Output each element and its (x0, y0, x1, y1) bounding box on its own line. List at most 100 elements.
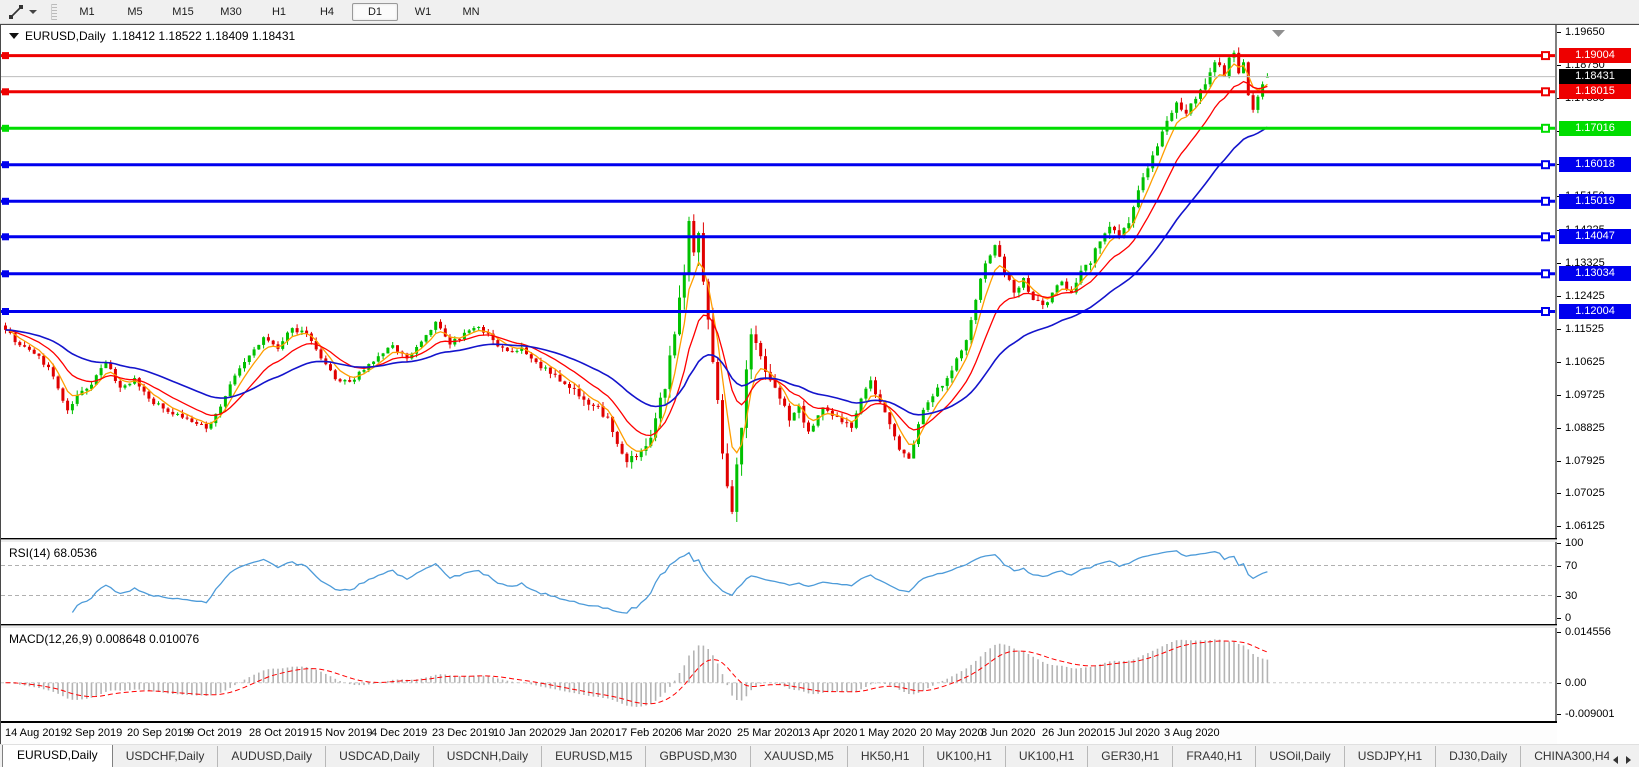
axis-tick (1557, 460, 1561, 462)
price-line-tag: 1.13034 (1559, 266, 1631, 282)
chart-tab-8[interactable]: HK50,H1 (848, 746, 924, 767)
moving-averages-layer (5, 63, 1268, 454)
time-axis-label: 10 Jan 2020 (493, 727, 554, 739)
price-tick-label: 1.07025 (1565, 487, 1605, 500)
chart-tab-11[interactable]: GER30,H1 (1088, 746, 1174, 767)
price-line-tag: 1.16018 (1559, 157, 1631, 173)
chart-tab-2[interactable]: AUDUSD,Daily (218, 746, 327, 767)
time-axis-label: 25 Mar 2020 (737, 727, 799, 739)
chart-tab-14[interactable]: USDJPY,H1 (1345, 746, 1437, 767)
current-price-tag: 1.18431 (1559, 69, 1631, 85)
chart-tab-7[interactable]: XAUUSD,M5 (751, 746, 848, 767)
timeframe-button-h1[interactable]: H1 (271, 5, 287, 18)
axis-tick (1557, 32, 1561, 33)
price-tick-label: 1.08825 (1565, 421, 1605, 434)
rsi-tick-label: 100 (1565, 537, 1584, 549)
axis-tick (1557, 543, 1561, 544)
horizontal-lines-layer (1, 51, 1555, 316)
time-axis-label: 28 Oct 2019 (249, 727, 309, 739)
macd-signal-line (5, 640, 1268, 705)
chart-tab-6[interactable]: GBPUSD,M30 (646, 746, 751, 767)
chart-tab-15[interactable]: DJ30,Daily (1436, 746, 1522, 767)
chart-tab-3[interactable]: USDCAD,Daily (326, 746, 434, 767)
timeframe-button-w1[interactable]: W1 (414, 5, 432, 18)
price-pane[interactable]: EURUSD,Daily 1.18412 1.18522 1.18409 1.1… (1, 25, 1639, 539)
macd-pane[interactable]: MACD(12,26,9) 0.008648 0.010076 (1, 628, 1639, 722)
timeframe-button-m5[interactable]: M5 (127, 5, 143, 18)
time-axis-label: 9 Oct 2019 (188, 727, 242, 739)
macd-tick-label: 0.00 (1565, 676, 1587, 689)
chart-tab-16[interactable]: CHINA300,H4 (1521, 746, 1609, 767)
rsi-tick-label: 70 (1565, 559, 1578, 572)
price-tick-label: 1.13325 (1565, 257, 1605, 270)
tab-scroll-right-icon[interactable] (1626, 756, 1631, 764)
time-axis-label: 4 Dec 2019 (371, 727, 428, 739)
chevron-down-icon (29, 9, 37, 14)
chart-tab-10[interactable]: UK100,H1 (1006, 746, 1089, 767)
timeframe-button-m30[interactable]: M30 (220, 5, 242, 18)
rsi-chart-canvas[interactable] (1, 542, 1557, 625)
axis-tick (1557, 526, 1561, 528)
price-tick-label: 1.10625 (1565, 355, 1605, 368)
time-axis-label: 13 Apr 2020 (798, 727, 858, 739)
tab-scroll-left-icon[interactable] (1613, 756, 1618, 764)
time-axis-label: 14 Aug 2019 (5, 727, 67, 739)
timeframe-buttons: M1 M5 M15 M30 H1 H4 D1 W1 MN (63, 2, 495, 21)
time-axis-label: 20 Sep 2019 (127, 727, 190, 739)
top-toolbar: M1 M5 M15 M30 H1 H4 D1 W1 MN (0, 0, 1639, 24)
chart-tab-4[interactable]: USDCNH,Daily (434, 746, 543, 767)
chart-ohlc: 1.18412 1.18522 1.18409 1.18431 (111, 29, 296, 43)
axis-tick (1557, 618, 1561, 619)
chart-tab-bar: EURUSD,Daily USDCHF,Daily AUDUSD,Daily USDC… (0, 744, 1639, 767)
rsi-level-lines (1, 565, 1555, 596)
chart-tab-0[interactable]: EURUSD,Daily (2, 745, 113, 767)
timeframe-button-m15[interactable]: M15 (172, 5, 194, 18)
axis-tick (1557, 361, 1561, 363)
line-tool-icon (9, 4, 23, 19)
chart-window: EURUSD,Daily 1.18412 1.18522 1.18409 1.1… (0, 24, 1639, 745)
axis-tick (1557, 714, 1561, 715)
macd-label: MACD(12,26,9) 0.008648 0.010076 (9, 632, 200, 646)
toolbar-grip[interactable] (51, 3, 57, 20)
axis-tick (1557, 595, 1561, 597)
price-line-tag: 1.15019 (1559, 193, 1631, 209)
time-axis-label: 3 Aug 2020 (1164, 727, 1220, 739)
timeframe-button-m1[interactable]: M1 (79, 5, 95, 18)
chart-tab-9[interactable]: UK100,H1 (924, 746, 1006, 767)
time-axis[interactable]: 14 Aug 2019 2 Sep 2019 20 Sep 2019 9 Oct 20… (1, 722, 1639, 745)
chart-tab-1[interactable]: USDCHF,Daily (113, 746, 219, 767)
price-tick-label: 1.09725 (1565, 388, 1605, 401)
chart-tab-5[interactable]: EURUSD,M15 (542, 746, 647, 767)
timeframe-button-d1[interactable]: D1 (352, 2, 398, 21)
price-tick-label: 1.19650 (1565, 26, 1605, 38)
chart-symbol: EURUSD,Daily (25, 29, 106, 43)
macd-tick-label: 0.014556 (1565, 626, 1611, 638)
time-axis-label: 1 May 2020 (859, 727, 917, 739)
price-axis-column[interactable]: 1.196501.187501.178501.169501.160501.151… (1557, 25, 1639, 744)
axis-tick (1557, 328, 1561, 330)
price-tick-label: 1.11525 (1565, 322, 1604, 335)
price-chart-canvas[interactable] (1, 25, 1557, 539)
time-axis-label: 17 Feb 2020 (615, 727, 677, 739)
chart-tab-13[interactable]: USOil,Daily (1256, 746, 1345, 767)
price-line-tag: 1.17016 (1559, 120, 1631, 136)
time-axis-label: 26 Jun 2020 (1042, 727, 1103, 739)
price-tick-label: 1.12425 (1565, 290, 1605, 303)
axis-tick (1557, 682, 1561, 684)
timeframe-button-h4[interactable]: H4 (319, 5, 335, 18)
axis-tick (1557, 296, 1561, 298)
rsi-pane[interactable]: RSI(14) 68.0536 (1, 542, 1639, 625)
price-tick-label: 1.06125 (1565, 520, 1605, 533)
price-tick-label: 1.07925 (1565, 454, 1605, 467)
rsi-label: RSI(14) 68.0536 (9, 546, 98, 560)
macd-chart-canvas[interactable] (1, 628, 1557, 722)
time-axis-label: 20 May 2020 (920, 727, 984, 739)
rsi-tick-label: 0 (1565, 612, 1572, 624)
chart-tab-12[interactable]: FRA40,H1 (1173, 746, 1257, 767)
timeframe-button-mn[interactable]: MN (462, 5, 480, 18)
line-tool-button[interactable] (0, 0, 45, 23)
chart-title: EURUSD,Daily 1.18412 1.18522 1.18409 1.1… (9, 29, 295, 43)
time-axis-label: 15 Jul 2020 (1103, 727, 1160, 739)
time-axis-label: 15 Nov 2019 (310, 727, 373, 739)
time-axis-label: 23 Dec 2019 (432, 727, 495, 739)
